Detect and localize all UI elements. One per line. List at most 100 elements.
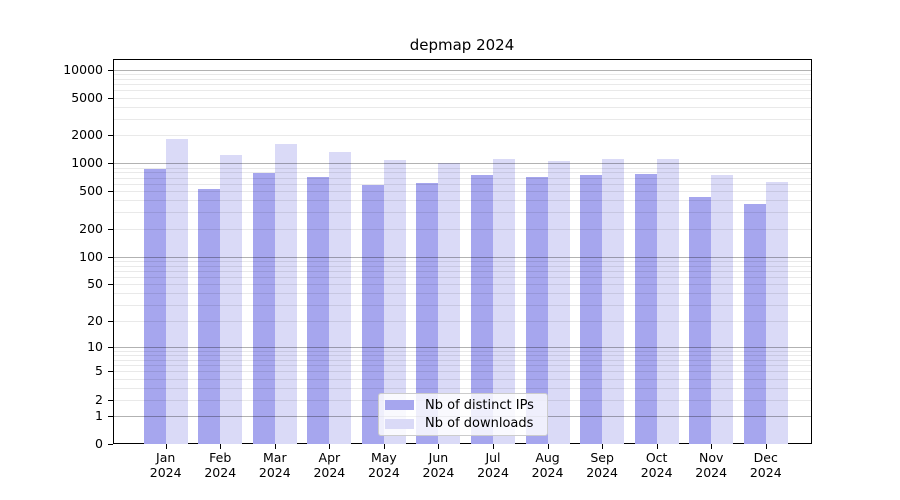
gridline-minor-80 xyxy=(113,265,811,267)
gridline-minor-20 xyxy=(113,320,811,322)
y-tick-mark-20 xyxy=(108,320,113,322)
bar-downloads-nov xyxy=(711,174,734,444)
x-tick-mark-may xyxy=(383,444,385,449)
y-tick-mark-1000 xyxy=(108,163,113,165)
y-tick-mark-10 xyxy=(108,346,113,348)
x-tick-label-jan: Jan 2024 xyxy=(149,450,182,480)
bar-distinct-ips-aug xyxy=(525,177,548,444)
bar-distinct-ips-oct xyxy=(634,174,657,444)
bar-downloads-may xyxy=(383,160,406,444)
gridline-major-10 xyxy=(113,346,811,348)
gridline-minor-9000 xyxy=(113,73,811,75)
y-tick-label-10: 10 xyxy=(87,338,103,354)
bar-downloads-aug xyxy=(547,161,570,444)
bar-downloads-apr xyxy=(329,151,352,444)
legend-item-downloads: Nb of downloads xyxy=(385,415,541,433)
gridline-minor-40 xyxy=(113,293,811,295)
gridline-minor-600 xyxy=(113,184,811,186)
bar-distinct-ips-dec xyxy=(743,203,766,444)
bar-downloads-jul xyxy=(493,159,515,444)
gridline-minor-9 xyxy=(113,350,811,352)
y-tick-label-200: 200 xyxy=(79,220,103,236)
y-tick-mark-200 xyxy=(108,228,113,230)
legend-item-distinct-ips: Nb of distinct IPs xyxy=(385,396,541,414)
y-tick-label-10000: 10000 xyxy=(63,61,103,77)
bar-distinct-ips-nov xyxy=(689,196,712,444)
gridline-minor-200 xyxy=(113,228,811,230)
bar-downloads-jan xyxy=(165,139,188,444)
x-tick-mark-oct xyxy=(656,444,658,449)
bar-distinct-ips-may xyxy=(361,185,384,444)
x-tick-mark-jul xyxy=(493,444,494,449)
bar-downloads-oct xyxy=(656,159,679,444)
x-tick-label-apr: Apr 2024 xyxy=(313,450,346,480)
y-tick-mark-2 xyxy=(108,399,113,401)
y-tick-label-2: 2 xyxy=(95,391,103,407)
x-tick-label-mar: Mar 2024 xyxy=(258,450,291,480)
bar-downloads-sep xyxy=(602,159,625,444)
bar-downloads-mar xyxy=(274,143,297,444)
y-tick-label-100: 100 xyxy=(79,248,103,264)
spine-bottom xyxy=(113,443,812,444)
legend-swatch-distinct-ips xyxy=(385,400,414,411)
x-tick-mark-dec xyxy=(765,444,767,449)
y-tick-mark-0 xyxy=(108,444,113,446)
gridline-minor-5 xyxy=(113,371,811,373)
gridline-minor-400 xyxy=(113,200,811,202)
y-tick-label-20: 20 xyxy=(87,312,103,328)
gridline-minor-70 xyxy=(113,270,811,272)
y-tick-label-2000: 2000 xyxy=(71,127,103,143)
gridline-minor-7 xyxy=(113,359,811,361)
bar-distinct-ips-jul xyxy=(471,175,493,444)
y-tick-mark-50 xyxy=(108,284,113,286)
spine-right xyxy=(811,59,812,444)
gridline-minor-4 xyxy=(113,378,811,380)
bar-distinct-ips-feb xyxy=(198,189,221,444)
gridline-minor-90 xyxy=(113,260,811,262)
gridline-minor-700 xyxy=(113,177,811,179)
y-tick-label-1: 1 xyxy=(95,408,103,424)
spine-left xyxy=(113,59,114,444)
y-tick-mark-100 xyxy=(108,256,113,258)
gridline-minor-8000 xyxy=(113,78,811,80)
y-tick-mark-5000 xyxy=(108,97,113,99)
x-tick-label-dec: Dec 2024 xyxy=(749,450,782,480)
plot-area xyxy=(113,59,811,444)
bar-distinct-ips-mar xyxy=(252,172,275,444)
x-tick-label-oct: Oct 2024 xyxy=(640,450,673,480)
gridline-major-100 xyxy=(113,256,811,258)
gridline-minor-900 xyxy=(113,167,811,169)
x-tick-label-aug: Aug 2024 xyxy=(531,450,564,480)
x-tick-mark-jun xyxy=(438,444,440,449)
gridline-minor-6 xyxy=(113,365,811,367)
gridline-minor-50 xyxy=(113,284,811,286)
bar-downloads-feb xyxy=(220,154,243,444)
y-tick-label-5000: 5000 xyxy=(71,89,103,105)
gridline-minor-500 xyxy=(113,191,811,193)
gridline-minor-7000 xyxy=(113,84,811,86)
y-tick-label-0: 0 xyxy=(95,436,103,452)
gridline-minor-800 xyxy=(113,172,811,174)
y-tick-label-500: 500 xyxy=(79,183,103,199)
bar-distinct-ips-apr xyxy=(307,176,330,444)
gridline-minor-30 xyxy=(113,304,811,306)
y-tick-label-5: 5 xyxy=(95,363,103,379)
x-tick-mark-mar xyxy=(274,444,276,449)
bar-distinct-ips-jan xyxy=(143,169,166,444)
gridline-minor-5000 xyxy=(113,97,811,99)
y-tick-label-50: 50 xyxy=(87,276,103,292)
bar-downloads-jun xyxy=(438,163,461,444)
x-tick-mark-nov xyxy=(711,444,713,449)
gridline-major-10000 xyxy=(113,69,811,71)
gridline-major-1000 xyxy=(113,163,811,165)
spine-top xyxy=(113,59,812,60)
x-tick-mark-aug xyxy=(547,444,549,449)
x-tick-mark-apr xyxy=(329,444,331,449)
legend-label-downloads: Nb of downloads xyxy=(425,416,534,432)
x-tick-mark-sep xyxy=(602,444,604,449)
x-tick-label-feb: Feb 2024 xyxy=(204,450,237,480)
legend-label-distinct-ips: Nb of distinct IPs xyxy=(425,397,534,413)
gridline-minor-4000 xyxy=(113,106,811,108)
y-tick-mark-5 xyxy=(108,371,113,373)
